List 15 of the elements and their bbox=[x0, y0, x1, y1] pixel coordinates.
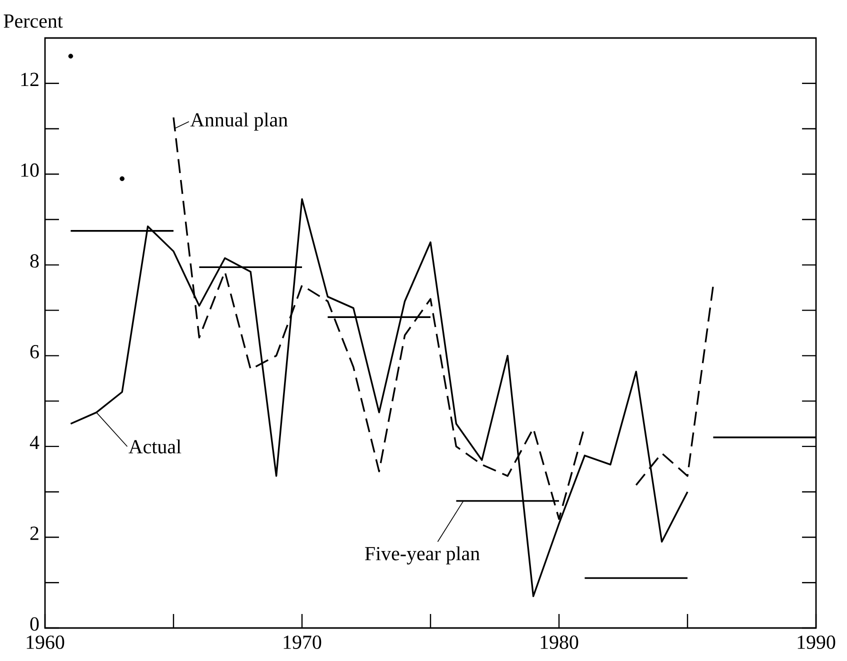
x-tick-label: 1970 bbox=[284, 636, 322, 649]
x-tick-label: 1990 bbox=[798, 636, 836, 649]
y-tick-label: 0 bbox=[30, 617, 39, 631]
y-tick-label: 12 bbox=[21, 72, 38, 86]
y-tick-label: 4 bbox=[30, 436, 40, 450]
legend-label: Actual bbox=[128, 439, 182, 454]
y-axis-title: Percent bbox=[4, 14, 63, 28]
y-tick-label: 10 bbox=[21, 163, 39, 177]
x-tick-label: 1980 bbox=[540, 636, 578, 649]
series-label: Annual plan bbox=[190, 112, 288, 131]
legend-label: Five-year plan bbox=[365, 546, 480, 564]
x-tick-label: 1960 bbox=[26, 636, 64, 649]
y-tick-label: 2 bbox=[30, 526, 38, 540]
y-tick-label: 6 bbox=[30, 345, 39, 358]
y-tick-label: 8 bbox=[30, 254, 39, 268]
